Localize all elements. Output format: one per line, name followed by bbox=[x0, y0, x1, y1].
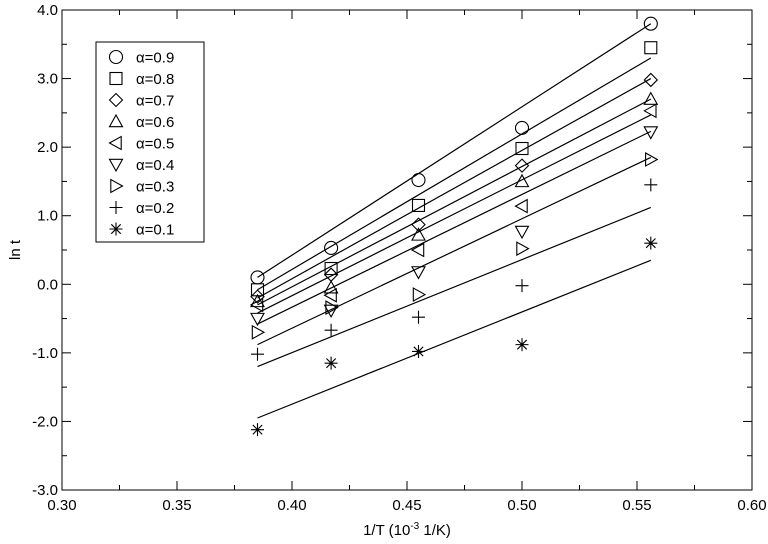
data-point bbox=[412, 310, 425, 324]
legend-label: α=0.5 bbox=[136, 136, 174, 153]
data-point bbox=[323, 287, 337, 303]
legend-marker-diamond-icon bbox=[108, 92, 124, 108]
legend-marker-asterisk-icon bbox=[109, 222, 123, 236]
data-point bbox=[411, 227, 426, 241]
data-point bbox=[411, 173, 426, 188]
data-point bbox=[514, 173, 530, 188]
y-tick-label: -2.0 bbox=[32, 413, 58, 430]
fit-line bbox=[257, 23, 652, 278]
legend-label: α=0.3 bbox=[136, 179, 174, 196]
fit-line bbox=[257, 259, 652, 419]
data-point bbox=[643, 72, 659, 88]
data-point bbox=[324, 323, 338, 337]
data-point bbox=[324, 240, 339, 255]
data-point bbox=[514, 198, 528, 214]
fit-line bbox=[257, 156, 652, 346]
data-point bbox=[643, 91, 659, 105]
data-point bbox=[251, 324, 266, 340]
data-point bbox=[643, 16, 658, 31]
y-tick-label: 3.0 bbox=[37, 71, 58, 88]
fit-line bbox=[257, 98, 652, 306]
legend-label: α=0.9 bbox=[136, 50, 174, 67]
data-point bbox=[644, 236, 658, 250]
data-point bbox=[325, 300, 339, 316]
data-point bbox=[411, 217, 426, 232]
legend-label: α=0.4 bbox=[136, 157, 174, 174]
data-point bbox=[644, 178, 658, 192]
data-point bbox=[250, 293, 265, 308]
data-point bbox=[412, 287, 427, 303]
data-point bbox=[323, 280, 339, 294]
data-point bbox=[645, 152, 659, 167]
y-tick-label: -3.0 bbox=[32, 482, 58, 499]
data-point bbox=[251, 347, 264, 361]
data-point bbox=[515, 279, 529, 293]
data-point bbox=[411, 266, 426, 280]
x-tick-label: 0.30 bbox=[47, 497, 76, 514]
fit-line bbox=[257, 130, 652, 325]
data-point bbox=[514, 158, 530, 173]
data-point bbox=[516, 241, 530, 257]
data-point bbox=[251, 423, 264, 437]
legend-marker-triangle-down-icon bbox=[108, 158, 124, 173]
data-point bbox=[249, 297, 264, 313]
data-point bbox=[514, 120, 530, 135]
fit-line bbox=[257, 206, 652, 368]
legend-label: α=0.7 bbox=[136, 93, 174, 110]
x-tick-label: 0.50 bbox=[507, 497, 536, 514]
data-point bbox=[514, 225, 530, 240]
x-axis-title: 1/T (10-3 1/K) bbox=[363, 521, 451, 539]
data-point bbox=[644, 41, 658, 55]
data-point bbox=[643, 126, 659, 140]
y-tick-label: 2.0 bbox=[37, 139, 58, 156]
legend-label: α=0.6 bbox=[136, 114, 174, 131]
y-tick-label: 4.0 bbox=[37, 2, 58, 19]
fit-line bbox=[257, 78, 652, 299]
x-tick-label: 0.60 bbox=[737, 497, 766, 514]
legend-marker-triangle-right-icon bbox=[110, 178, 124, 194]
y-tick-label: 1.0 bbox=[37, 208, 58, 225]
legend-label: α=0.1 bbox=[136, 222, 174, 239]
legend-marker-triangle-left-icon bbox=[108, 135, 122, 151]
legend-marker-circle-icon bbox=[108, 49, 124, 65]
data-point bbox=[515, 141, 529, 156]
legend-marker-square-icon bbox=[109, 71, 123, 86]
data-point bbox=[515, 338, 529, 352]
axis-ticks: 0.30 0.35 0.40 0.45 0.50 0.55 0.60 -3.0 -2.0 -1.0… bbox=[32, 2, 766, 514]
legend: α=0.9 α=0.8 α=0.7 α=0.6 α=0.5 α=0.4 α=0.3 α=0.2… bbox=[95, 41, 205, 243]
y-tick-label: 0.0 bbox=[37, 276, 58, 293]
fit-line bbox=[257, 114, 652, 314]
data-points bbox=[249, 16, 659, 437]
fit-line bbox=[257, 57, 652, 291]
legend-marker-plus-icon bbox=[109, 201, 123, 214]
data-point bbox=[643, 103, 657, 119]
data-point bbox=[324, 261, 338, 276]
data-point bbox=[323, 304, 339, 318]
x-tick-label: 0.45 bbox=[392, 497, 421, 514]
legend-label: α=0.2 bbox=[136, 200, 174, 217]
data-point bbox=[250, 289, 265, 304]
y-tick-label: -1.0 bbox=[32, 345, 58, 362]
data-point bbox=[250, 312, 265, 327]
y-axis-title: ln t bbox=[7, 239, 24, 260]
x-tick-label: 0.35 bbox=[162, 497, 191, 514]
legend-box bbox=[95, 41, 205, 243]
x-tick-label: 0.55 bbox=[622, 497, 651, 514]
data-point bbox=[411, 198, 426, 212]
data-point bbox=[412, 344, 425, 358]
x-tick-label: 0.40 bbox=[277, 497, 306, 514]
fit-lines bbox=[257, 23, 652, 419]
legend-label: α=0.8 bbox=[136, 71, 174, 88]
data-point bbox=[410, 242, 425, 258]
data-point bbox=[324, 356, 338, 370]
legend-marker-triangle-up-icon bbox=[108, 113, 124, 128]
